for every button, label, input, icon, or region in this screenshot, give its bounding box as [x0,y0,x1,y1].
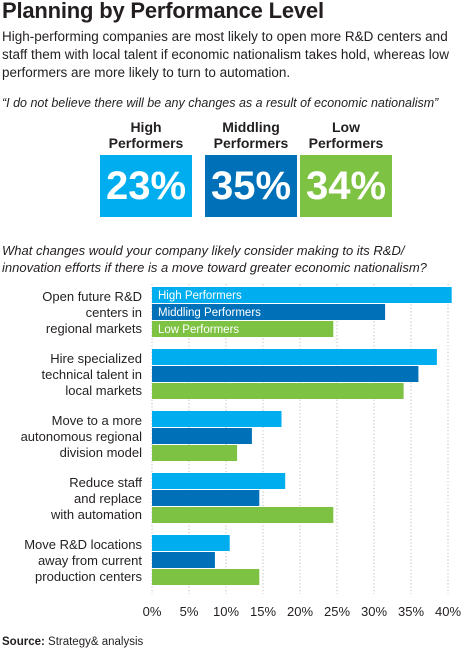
bar-low-performers [152,383,404,399]
kpi-low-performers: Low Performers 34% [300,119,392,217]
x-tick-label: 10% [213,604,239,619]
survey-question: What changes would your company likely c… [2,243,427,275]
bar-chart: High Performers Middling Performers Low Pe… [21,284,461,619]
bar-middling-performers [152,366,419,382]
bar-high-performers [152,349,437,365]
category-label: Move R&D locations away from current produ… [24,537,142,584]
category-label: Open future R&D centers in regional market… [42,289,142,336]
kpi-value: 23% [100,155,192,217]
legend-label: High Performers [158,290,242,302]
bar-middling-performers [152,490,260,506]
kpi-value: 34% [300,155,392,217]
x-tick-label: 0% [143,604,162,619]
kpi-label: Low Performers [308,119,384,151]
legend-label: Low Performers [158,324,239,336]
bar-high-performers [152,287,452,303]
x-tick-label: 20% [287,604,313,619]
legend-label: Middling Performers [158,307,261,319]
bar-low-performers [152,569,260,585]
chart-subtitle: High-performing companies are most likel… [2,29,449,80]
x-tick-label: 30% [361,604,387,619]
kpi-label: Middling Performers [213,119,289,151]
x-tick-label: 40% [435,604,461,619]
kpi-middling-performers: Middling Performers 35% [205,119,297,217]
bar-middling-performers [152,428,252,444]
source-note: Source: Strategy& analysis [2,636,144,648]
kpi-value: 35% [205,155,297,217]
bar-high-performers [152,473,286,489]
survey-quote: “I do not believe there will be any chan… [2,96,439,110]
bar-high-performers [152,535,230,551]
category-label: Move to a more autonomous regional divisio… [21,413,143,460]
x-tick-label: 5% [180,604,199,619]
bar-middling-performers [152,552,215,568]
bar-high-performers [152,411,282,427]
bar-middling-performers [152,304,386,320]
bar-low-performers [152,507,334,523]
kpi-high-performers: High Performers 23% [100,119,192,217]
category-label: Hire specialized technical talent in local… [42,351,143,398]
bar-low-performers [152,445,238,461]
x-tick-label: 25% [324,604,350,619]
x-tick-label: 35% [398,604,424,619]
x-tick-label: 15% [250,604,276,619]
category-label: Reduce staff and replace with automation [50,475,142,522]
kpi-label: High Performers [108,119,184,151]
chart-title: Planning by Performance Level [2,0,324,23]
bar-low-performers [152,321,334,337]
